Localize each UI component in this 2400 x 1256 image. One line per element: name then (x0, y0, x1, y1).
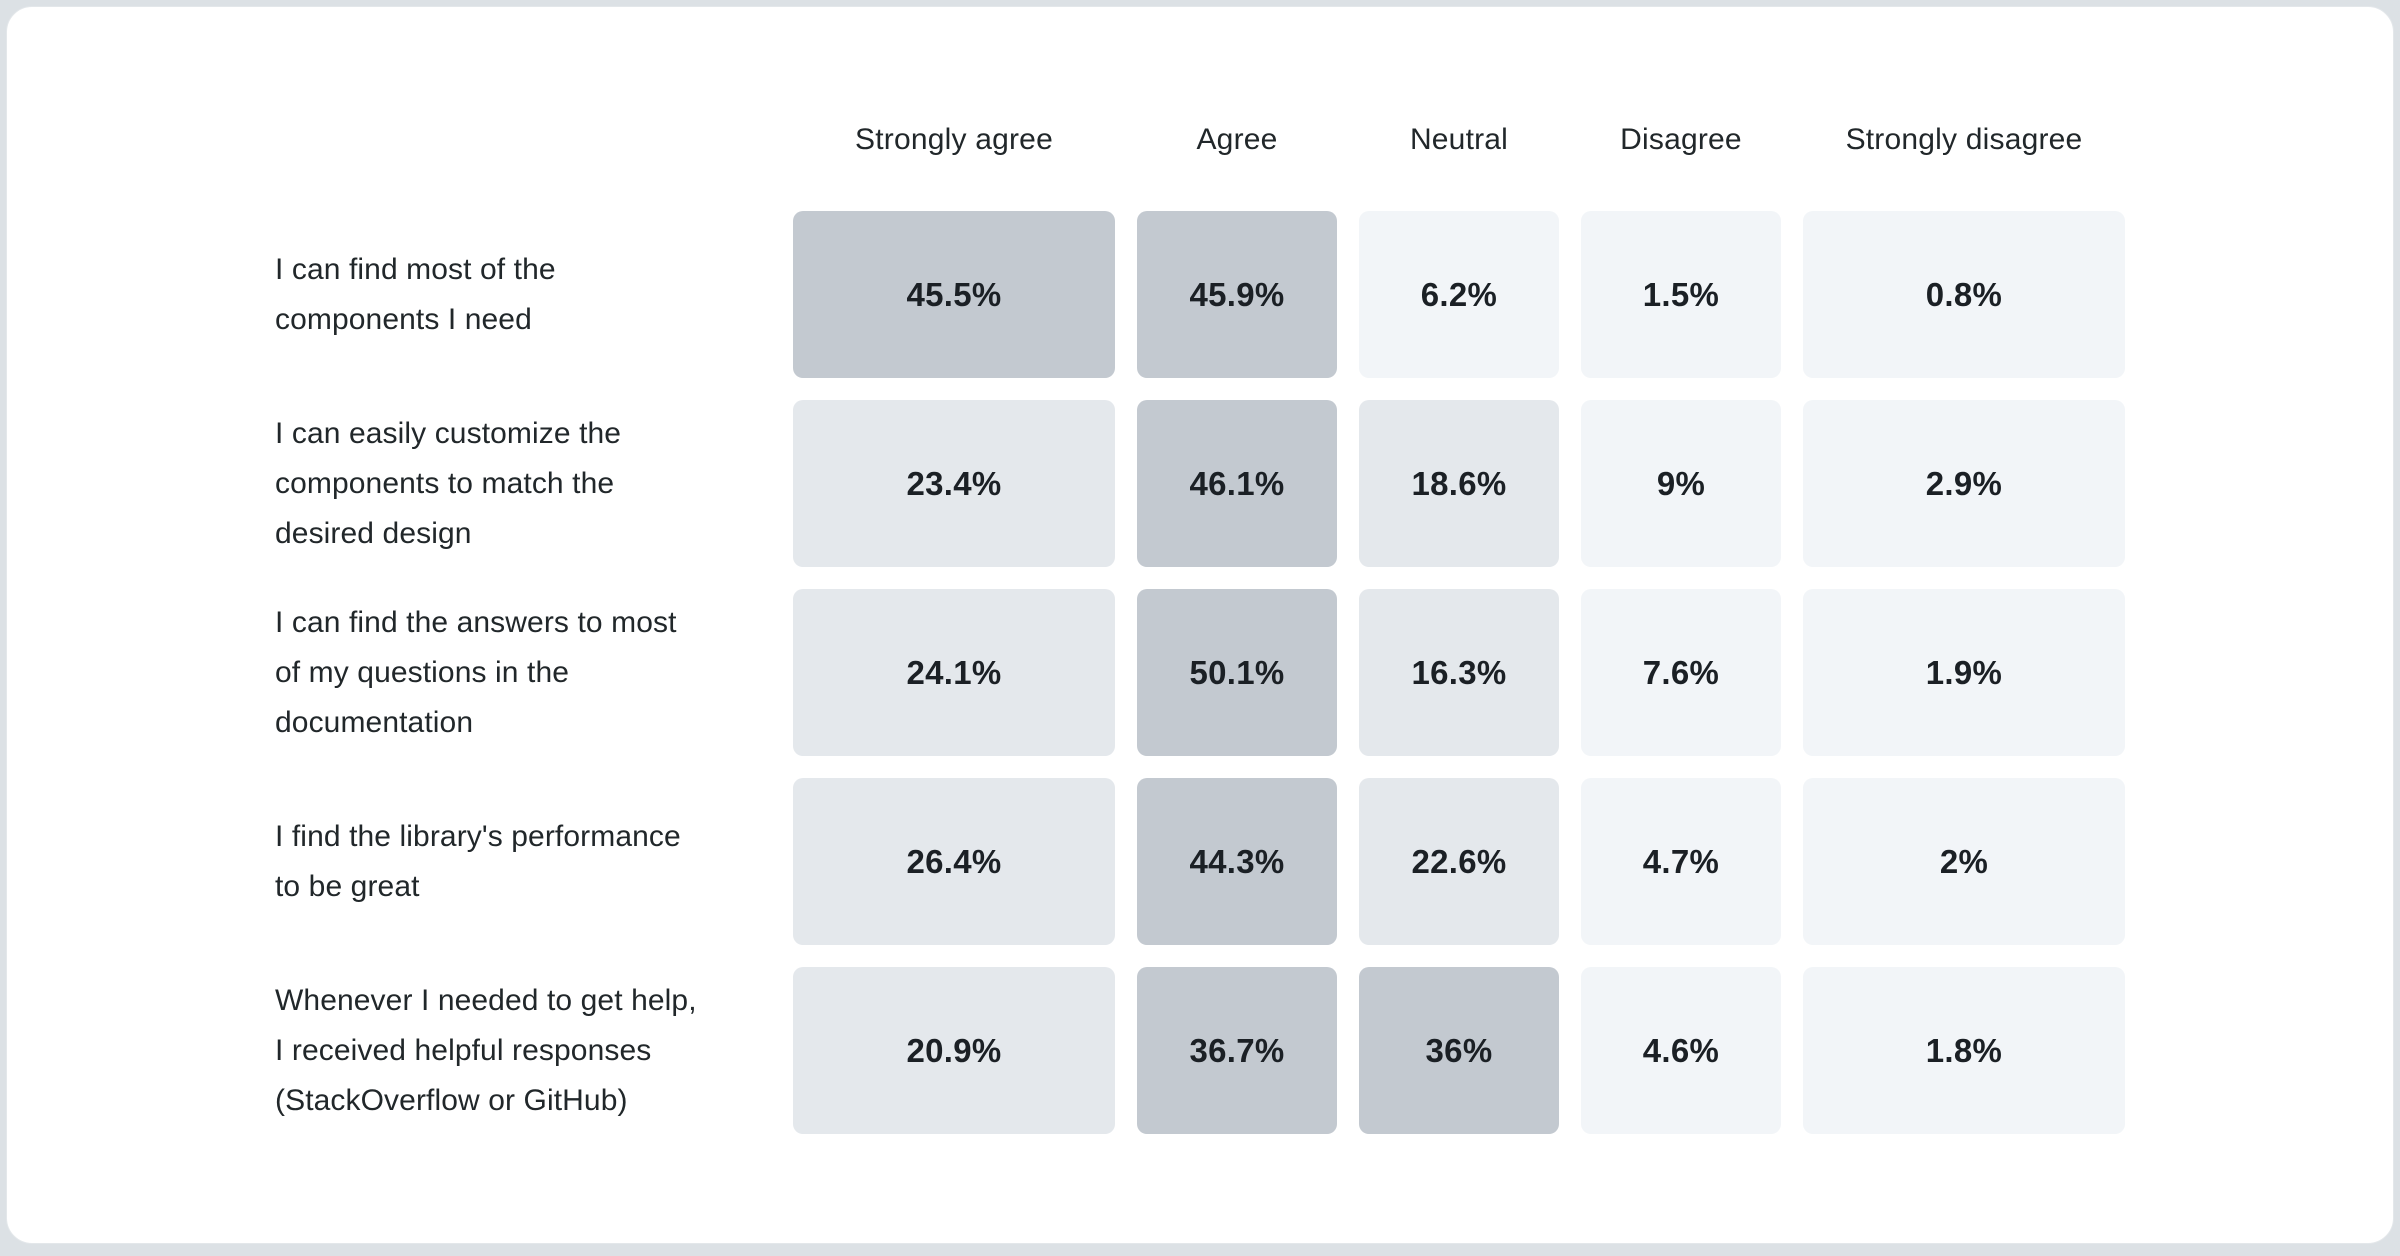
cell-value: 2% (1939, 842, 1989, 880)
cell-value: 1.9% (1925, 653, 2003, 691)
cell-value: 18.6% (1411, 464, 1507, 502)
heatmap-cell: 36.7% (1137, 967, 1337, 1134)
heatmap-cell: 22.6% (1359, 778, 1559, 945)
cell-value: 26.4% (906, 842, 1002, 880)
row-label: Whenever I needed to get help, I receive… (275, 983, 697, 1117)
cell-value: 9% (1656, 464, 1706, 502)
column-header-strongly-agree: Strongly agree (855, 123, 1053, 156)
heatmap-cell: 45.5% (793, 211, 1115, 378)
heatmap-cell: 50.1% (1137, 589, 1337, 756)
cell-value: 44.3% (1189, 842, 1285, 880)
cell-value: 7.6% (1642, 653, 1720, 691)
heatmap-cell: 1.8% (1803, 967, 2125, 1134)
heatmap-cell: 4.7% (1581, 778, 1781, 945)
cell-value: 16.3% (1411, 653, 1507, 691)
cell-value: 24.1% (906, 653, 1002, 691)
cell-value: 20.9% (906, 1031, 1002, 1069)
heatmap-cell: 23.4% (793, 400, 1115, 567)
column-header-strongly-disagree: Strongly disagree (1845, 123, 2083, 156)
heatmap-cell: 7.6% (1581, 589, 1781, 756)
column-header-disagree: Disagree (1620, 123, 1742, 156)
heatmap-cell: 26.4% (793, 778, 1115, 945)
heatmap-cell: 20.9% (793, 967, 1115, 1134)
cell-value: 23.4% (906, 464, 1002, 502)
cell-value: 0.8% (1925, 275, 2003, 313)
heatmap-cell: 2% (1803, 778, 2125, 945)
cell-value: 22.6% (1411, 842, 1507, 880)
heatmap-cell: 44.3% (1137, 778, 1337, 945)
column-header-neutral: Neutral (1409, 123, 1509, 156)
cell-value: 6.2% (1420, 275, 1498, 313)
row-label: I can find most of the components I need (275, 252, 556, 336)
heatmap-cell: 1.9% (1803, 589, 2125, 756)
cell-value: 4.6% (1642, 1031, 1720, 1069)
heatmap-cell: 24.1% (793, 589, 1115, 756)
cell-value: 1.5% (1642, 275, 1720, 313)
row-label: I can find the answers to most of my que… (275, 605, 677, 739)
cell-value: 50.1% (1189, 653, 1285, 691)
column-header-agree: Agree (1196, 123, 1278, 156)
heatmap-cell: 18.6% (1359, 400, 1559, 567)
likert-heatmap: Strongly agree Agree Neutral Disagree St… (275, 7, 2125, 1134)
heatmap-cell: 2.9% (1803, 400, 2125, 567)
heatmap-cell: 36% (1359, 967, 1559, 1134)
cell-value: 2.9% (1925, 464, 2003, 502)
heatmap-cell: 0.8% (1803, 211, 2125, 378)
cell-value: 36.7% (1189, 1031, 1285, 1069)
heatmap-cell: 6.2% (1359, 211, 1559, 378)
cell-value: 1.8% (1925, 1031, 2003, 1069)
heatmap-cell: 16.3% (1359, 589, 1559, 756)
heatmap-cell: 1.5% (1581, 211, 1781, 378)
cell-value: 46.1% (1189, 464, 1285, 502)
cell-value: 45.9% (1189, 275, 1285, 313)
row-label: I can easily customize the components to… (275, 416, 622, 550)
survey-results-card: Strongly agree Agree Neutral Disagree St… (6, 6, 2394, 1244)
heatmap-cell: 46.1% (1137, 400, 1337, 567)
heatmap-cell: 45.9% (1137, 211, 1337, 378)
heatmap-cell: 9% (1581, 400, 1781, 567)
cell-value: 45.5% (906, 275, 1002, 313)
row-label: I find the library's performance to be g… (275, 819, 681, 903)
header-spacer (275, 91, 771, 189)
heatmap-cell: 4.6% (1581, 967, 1781, 1134)
cell-value: 4.7% (1642, 842, 1720, 880)
cell-value: 36% (1425, 1031, 1493, 1069)
